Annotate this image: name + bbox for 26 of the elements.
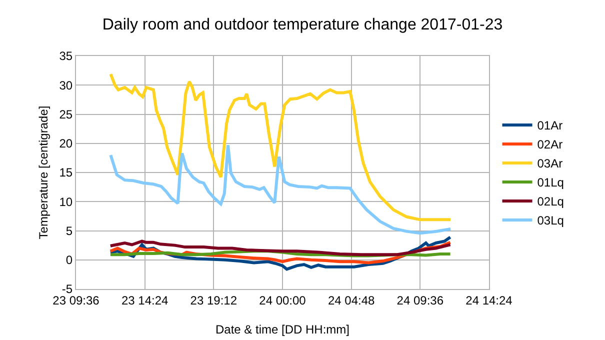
x-axis-title: Date & time [DD HH:mm] <box>215 322 350 336</box>
y-tick-label: 15 <box>59 166 73 180</box>
legend-label: 03Lq <box>537 214 564 228</box>
legend-label: 03Ar <box>537 156 563 171</box>
y-tick-label: 0 <box>66 253 73 268</box>
y-tick-label: 30 <box>59 78 73 92</box>
x-tick-label: 24 09:36 <box>396 293 444 308</box>
y-tick-label: 20 <box>59 136 73 151</box>
legend-label: 02Ar <box>537 138 563 152</box>
y-axis-title: Temperature [centigrade] <box>36 106 51 240</box>
x-tick-label: 24 04:48 <box>328 293 376 308</box>
line-series <box>109 72 452 222</box>
legend-label: 02Lq <box>537 194 564 209</box>
x-tick-label: 23 14:24 <box>121 293 169 308</box>
y-tick-label: 25 <box>59 107 73 122</box>
x-tick-label: 24 14:24 <box>466 293 513 308</box>
y-tick-label: 10 <box>59 194 73 209</box>
x-tick-label: 23 19:12 <box>190 293 238 308</box>
legend-label: 01Lq <box>537 176 564 190</box>
y-tick-label: 35 <box>59 49 73 64</box>
legend-label: 01Ar <box>537 118 563 133</box>
line-series <box>108 240 452 256</box>
chart-title: Daily room and outdoor temperature change 2017-01-23 <box>102 16 503 34</box>
line-series <box>109 144 452 235</box>
x-tick-label: 24 00:00 <box>259 293 306 308</box>
y-tick-label: 5 <box>66 224 73 238</box>
